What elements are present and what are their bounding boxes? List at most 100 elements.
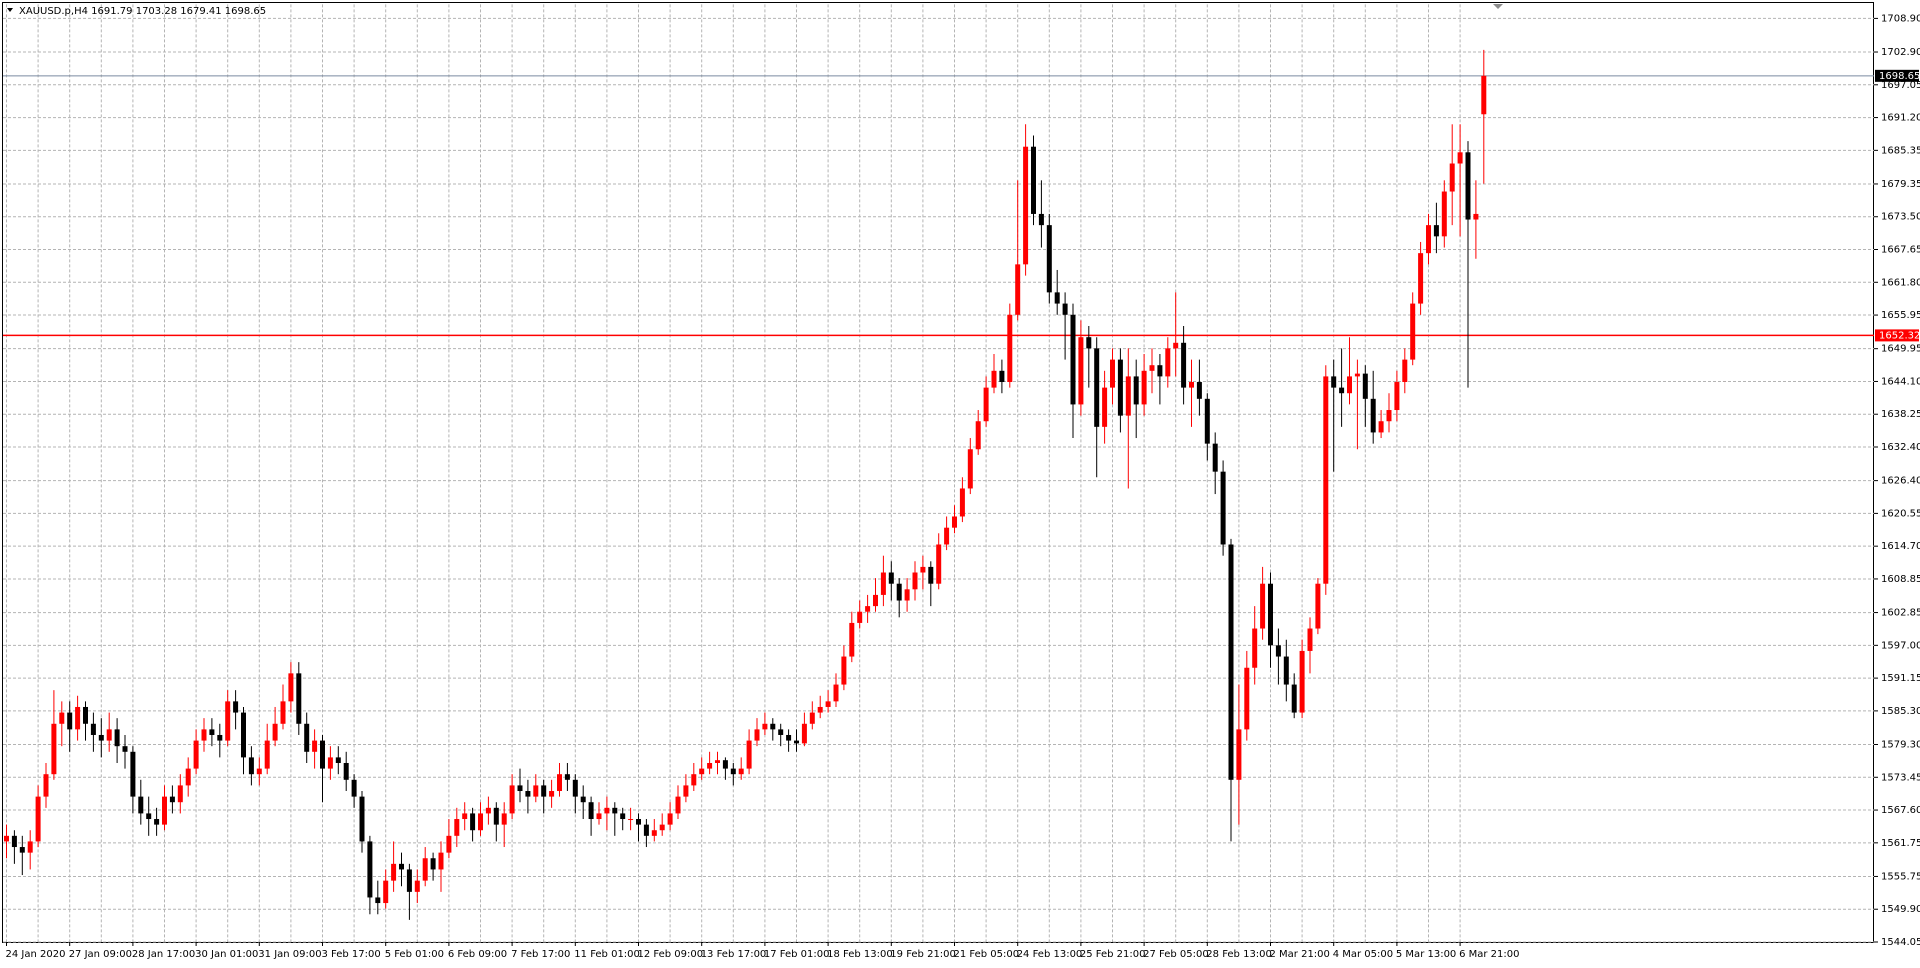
candle-body: [304, 723, 310, 752]
y-tick-label: 1573.45: [1881, 772, 1920, 783]
candle-body: [588, 802, 594, 820]
candle-body: [1465, 152, 1471, 220]
candle-body: [280, 701, 286, 724]
candle-body: [1481, 75, 1487, 115]
candle-body: [1410, 303, 1416, 360]
candle-body: [880, 572, 886, 595]
candle-body: [975, 421, 981, 450]
candle-body: [533, 785, 539, 797]
candle-body: [296, 673, 302, 724]
chart-title: XAUUSD.p,H4: [19, 6, 88, 17]
candle-body: [51, 723, 57, 775]
x-tick-label: 21 Feb 05:00: [954, 949, 1020, 960]
candle-body: [233, 701, 239, 713]
candle-body: [1212, 443, 1218, 472]
candle-body: [1204, 398, 1210, 444]
y-tick-label: 1608.85: [1881, 574, 1920, 585]
low-value: 1679.41: [180, 6, 221, 17]
candle-body: [557, 774, 562, 792]
x-tick-label: 28 Jan 17:00: [132, 949, 195, 960]
candle-body: [1354, 373, 1360, 377]
candle-body: [841, 656, 847, 685]
candle-body: [778, 729, 784, 735]
candle-body: [952, 516, 957, 528]
candle-body: [106, 729, 112, 741]
candle-body: [193, 740, 199, 769]
candle-body: [154, 819, 160, 825]
x-tick-label: 28 Feb 13:00: [1206, 949, 1272, 960]
candle-body: [1007, 314, 1013, 383]
candle-body: [762, 723, 768, 730]
shift-marker[interactable]: [1493, 4, 1503, 9]
x-tick-label: 5 Mar 13:00: [1396, 949, 1456, 960]
bid-tag: 1698.65: [1879, 71, 1920, 82]
x-tick-label: 11 Feb 01:00: [574, 949, 640, 960]
candle-body: [612, 807, 618, 814]
candle-body: [4, 835, 9, 842]
bid-tag-box: [1875, 69, 1919, 82]
candle-body: [185, 768, 191, 786]
candle-body: [485, 807, 491, 814]
y-tick-label: 1708.90: [1881, 13, 1920, 24]
candle-body: [162, 796, 167, 825]
candle-body: [849, 622, 855, 657]
y-tick-label: 1667.65: [1881, 245, 1920, 256]
candle-body: [517, 785, 523, 792]
candle-body: [944, 527, 950, 545]
candle-body: [770, 723, 776, 730]
candle-body: [865, 606, 871, 612]
candle-body: [564, 774, 570, 780]
candle-body: [659, 824, 665, 831]
candle-body: [1418, 253, 1424, 304]
candle-body: [327, 757, 333, 769]
candle-body: [715, 760, 720, 763]
candle-body: [1125, 376, 1131, 416]
candle-body: [454, 819, 460, 836]
y-tick-label: 1702.90: [1881, 47, 1920, 58]
menu-arrow[interactable]: [7, 8, 13, 12]
candle-body: [1260, 583, 1266, 629]
candle-body: [359, 796, 365, 842]
candle-body: [509, 785, 515, 814]
y-tick-label: 1620.55: [1881, 508, 1920, 519]
y-tick-label: 1679.35: [1881, 179, 1920, 190]
candle-body: [367, 841, 373, 898]
candle-body: [201, 729, 207, 741]
candle-body: [888, 572, 894, 584]
candle-body: [351, 779, 357, 797]
y-tick-label: 1685.35: [1881, 145, 1920, 156]
candle-body: [446, 835, 452, 853]
candle-body: [825, 701, 831, 707]
candle-body: [1307, 628, 1313, 651]
candle-body: [67, 712, 73, 730]
candle-body: [1117, 359, 1123, 416]
candle-body: [1441, 191, 1447, 237]
candle-body: [1236, 729, 1242, 780]
candle-body: [999, 370, 1005, 383]
candle-body: [1157, 365, 1163, 377]
candle-body: [1078, 337, 1084, 405]
x-tick-label: 31 Jan 09:00: [258, 949, 321, 960]
x-tick-label: 7 Feb 17:00: [511, 949, 570, 960]
x-tick-label: 6 Feb 09:00: [448, 949, 507, 960]
candle-body: [1426, 225, 1431, 254]
x-tick-label: 19 Feb 21:00: [890, 949, 956, 960]
candle-body: [786, 734, 792, 741]
y-tick-label: 1697.05: [1881, 80, 1920, 91]
candle-body: [241, 712, 246, 758]
x-tick-label: 18 Feb 13:00: [827, 949, 893, 960]
candle-body: [833, 684, 839, 702]
candle-body: [209, 729, 215, 735]
candle-body: [651, 830, 657, 836]
candle-body: [1054, 292, 1060, 304]
candle-body: [983, 387, 989, 422]
candle-body: [146, 813, 152, 820]
candle-body: [675, 796, 681, 814]
candle-body: [1181, 342, 1187, 388]
candle-body: [422, 858, 428, 881]
candle-body: [620, 813, 626, 820]
candle-body: [1378, 421, 1384, 433]
candle-body: [896, 583, 902, 601]
candle-body: [177, 785, 183, 803]
